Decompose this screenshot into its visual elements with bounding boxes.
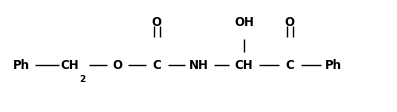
Text: CH: CH bbox=[60, 58, 79, 71]
Text: O: O bbox=[152, 16, 162, 29]
Text: 2: 2 bbox=[79, 74, 85, 83]
Text: Ph: Ph bbox=[325, 58, 342, 71]
Text: O: O bbox=[285, 16, 295, 29]
Text: CH: CH bbox=[235, 58, 253, 71]
Text: C: C bbox=[285, 58, 294, 71]
Text: C: C bbox=[152, 58, 161, 71]
Text: O: O bbox=[112, 58, 122, 71]
Text: NH: NH bbox=[189, 58, 208, 71]
Text: Ph: Ph bbox=[13, 58, 30, 71]
Text: OH: OH bbox=[234, 16, 254, 29]
